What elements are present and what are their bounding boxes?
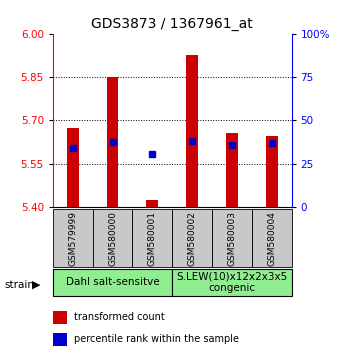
- Text: percentile rank within the sample: percentile rank within the sample: [74, 335, 239, 344]
- Bar: [93, 209, 132, 267]
- Text: strain: strain: [4, 280, 34, 290]
- Bar: [132, 209, 172, 267]
- Bar: [53, 333, 67, 346]
- Text: transformed count: transformed count: [74, 312, 165, 322]
- Bar: [67, 127, 79, 207]
- Text: GSM580002: GSM580002: [188, 211, 197, 266]
- Text: GSM580000: GSM580000: [108, 211, 117, 266]
- Bar: [266, 136, 278, 207]
- Title: GDS3873 / 1367961_at: GDS3873 / 1367961_at: [91, 17, 253, 31]
- Text: ▶: ▶: [32, 280, 40, 290]
- Text: GSM580004: GSM580004: [267, 211, 276, 266]
- Bar: [172, 269, 292, 296]
- Bar: [106, 77, 119, 207]
- Text: GSM580001: GSM580001: [148, 211, 157, 266]
- Bar: [186, 55, 198, 207]
- Bar: [212, 209, 252, 267]
- Bar: [53, 311, 67, 324]
- Bar: [146, 200, 158, 207]
- Bar: [53, 209, 93, 267]
- Bar: [53, 269, 172, 296]
- Text: Dahl salt-sensitve: Dahl salt-sensitve: [66, 277, 159, 287]
- Text: GSM580003: GSM580003: [227, 211, 236, 266]
- Bar: [226, 133, 238, 207]
- Text: S.LEW(10)x12x2x3x5
congenic: S.LEW(10)x12x2x3x5 congenic: [176, 272, 287, 293]
- Bar: [172, 209, 212, 267]
- Text: GSM579999: GSM579999: [68, 211, 77, 266]
- Bar: [252, 209, 292, 267]
